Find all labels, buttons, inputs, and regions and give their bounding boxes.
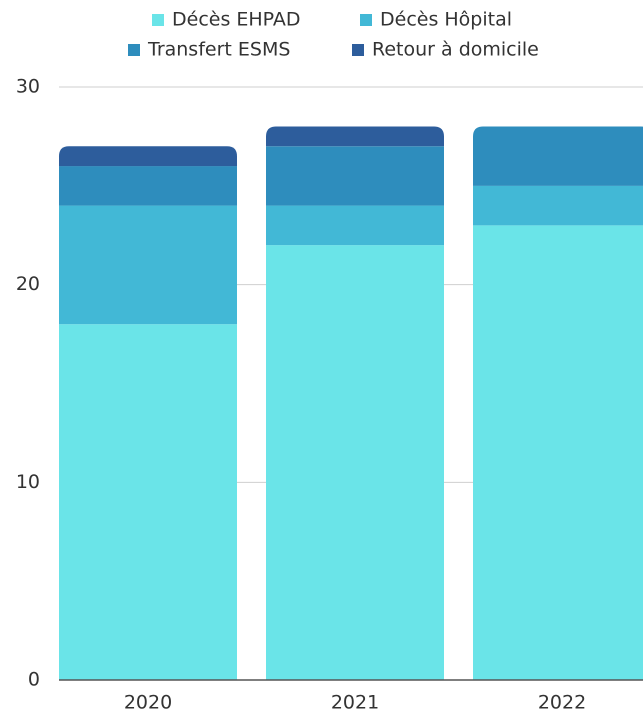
bar-segment [473, 225, 643, 680]
legend-swatch [152, 14, 164, 26]
legend-label: Transfert ESMS [147, 39, 290, 61]
legend-label: Décès Hôpital [380, 9, 512, 31]
bar-segment [266, 126, 444, 147]
y-tick-label: 20 [16, 273, 40, 295]
bar-segment [59, 324, 237, 680]
bar-segment [59, 205, 237, 325]
bar-segment [266, 205, 444, 246]
y-tick-label: 10 [16, 471, 40, 493]
x-tick-label: 2022 [538, 692, 586, 712]
bar-segment [59, 146, 237, 167]
bar-segment [473, 126, 643, 186]
legend-swatch [352, 44, 364, 56]
x-tick-label: 2021 [331, 692, 379, 712]
bar-segment [266, 245, 444, 680]
bar-segment [473, 185, 643, 226]
legend-label: Décès EHPAD [172, 9, 301, 31]
y-tick-label: 30 [16, 76, 40, 98]
bar-segment [59, 166, 237, 206]
y-tick-label: 0 [28, 669, 40, 691]
legend-label: Retour à domicile [372, 39, 539, 61]
legend-swatch [360, 14, 372, 26]
bar-segment [266, 146, 444, 206]
legend-swatch [128, 44, 140, 56]
x-tick-label: 2020 [124, 692, 172, 712]
